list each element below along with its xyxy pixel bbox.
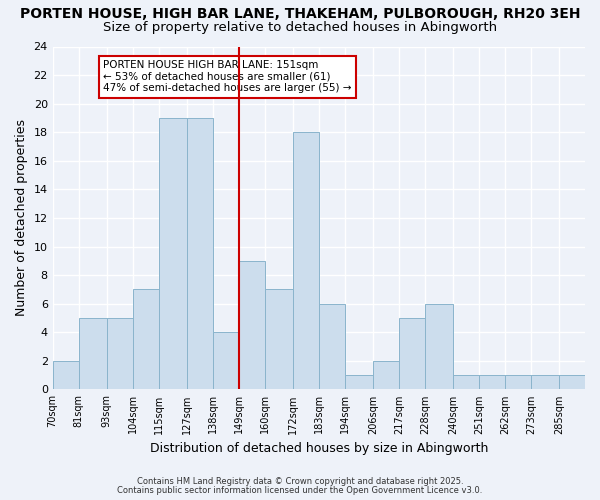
X-axis label: Distribution of detached houses by size in Abingworth: Distribution of detached houses by size … xyxy=(149,442,488,455)
Bar xyxy=(373,361,399,390)
Text: Contains public sector information licensed under the Open Government Licence v3: Contains public sector information licen… xyxy=(118,486,482,495)
Bar xyxy=(453,375,479,390)
Bar xyxy=(399,318,425,390)
Bar xyxy=(293,132,319,390)
Bar xyxy=(79,318,107,390)
Bar xyxy=(559,375,585,390)
Bar xyxy=(531,375,559,390)
Text: PORTEN HOUSE, HIGH BAR LANE, THAKEHAM, PULBOROUGH, RH20 3EH: PORTEN HOUSE, HIGH BAR LANE, THAKEHAM, P… xyxy=(20,8,580,22)
Bar xyxy=(479,375,505,390)
Bar xyxy=(158,118,187,390)
Bar xyxy=(265,290,293,390)
Text: Contains HM Land Registry data © Crown copyright and database right 2025.: Contains HM Land Registry data © Crown c… xyxy=(137,477,463,486)
Bar xyxy=(425,304,453,390)
Bar xyxy=(187,118,213,390)
Bar xyxy=(133,290,158,390)
Bar xyxy=(505,375,531,390)
Bar xyxy=(107,318,133,390)
Text: Size of property relative to detached houses in Abingworth: Size of property relative to detached ho… xyxy=(103,21,497,34)
Y-axis label: Number of detached properties: Number of detached properties xyxy=(15,120,28,316)
Bar xyxy=(53,361,79,390)
Bar xyxy=(213,332,239,390)
Bar xyxy=(319,304,345,390)
Text: PORTEN HOUSE HIGH BAR LANE: 151sqm
← 53% of detached houses are smaller (61)
47%: PORTEN HOUSE HIGH BAR LANE: 151sqm ← 53%… xyxy=(103,60,352,94)
Bar xyxy=(345,375,373,390)
Bar xyxy=(239,261,265,390)
